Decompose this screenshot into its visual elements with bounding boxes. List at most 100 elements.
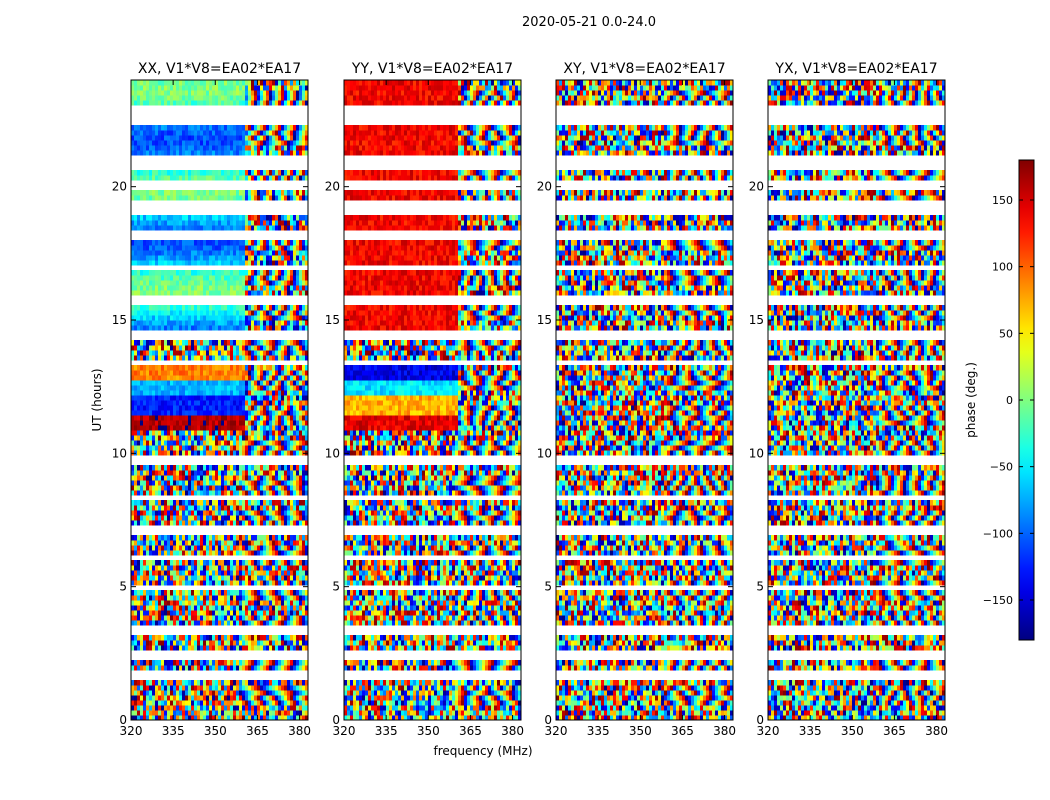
heatmap-cell (179, 425, 183, 431)
heatmap-cell (182, 710, 186, 716)
heatmap-cell (179, 535, 183, 541)
heatmap-cell (251, 445, 255, 451)
heatmap-cell (155, 405, 159, 411)
heatmap-cell (293, 375, 297, 381)
heatmap-cell (293, 350, 297, 356)
heatmap-cell (206, 575, 210, 581)
heatmap-cell (149, 685, 153, 691)
heatmap-cell (185, 150, 189, 156)
heatmap-cell (152, 175, 156, 181)
heatmap-cell (248, 345, 252, 351)
heatmap-cell (149, 355, 153, 361)
heatmap-cell (221, 290, 225, 296)
heatmap-cell (194, 610, 198, 616)
heatmap-cell (197, 385, 201, 391)
heatmap-cell (275, 510, 279, 516)
heatmap-cell (194, 600, 198, 606)
heatmap-cell (290, 420, 294, 426)
heatmap-cell (206, 475, 210, 481)
heatmap-cell (191, 215, 195, 221)
heatmap-cell (155, 365, 159, 371)
heatmap-cell (173, 355, 177, 361)
heatmap-cell (263, 600, 267, 606)
heatmap-cell (269, 285, 273, 291)
heatmap-cell (146, 540, 150, 546)
heatmap-cell (269, 665, 273, 671)
heatmap-cell (152, 440, 156, 446)
heatmap-cell (188, 635, 192, 641)
heatmap-cell (263, 420, 267, 426)
heatmap-cell (140, 480, 144, 486)
heatmap-cell (179, 345, 183, 351)
heatmap-cell (290, 605, 294, 611)
heatmap-cell (284, 550, 288, 556)
heatmap-cell (278, 425, 282, 431)
heatmap-cell (188, 390, 192, 396)
heatmap-cell (200, 270, 204, 276)
heatmap-cell (200, 365, 204, 371)
heatmap-cell (191, 475, 195, 481)
heatmap-cell (302, 390, 306, 396)
heatmap-cell (149, 260, 153, 266)
heatmap-cell (131, 355, 135, 361)
heatmap-cell (254, 415, 258, 421)
heatmap-cell (242, 645, 246, 651)
heatmap-cell (254, 345, 258, 351)
heatmap-cell (254, 705, 258, 711)
heatmap-cell (248, 485, 252, 491)
heatmap-cell (194, 535, 198, 541)
heatmap-cell (275, 435, 279, 441)
heatmap-cell (203, 475, 207, 481)
heatmap-cell (257, 215, 261, 221)
heatmap-cell (131, 545, 135, 551)
heatmap-cell (233, 475, 237, 481)
heatmap-cell (230, 285, 234, 291)
heatmap-cell (293, 385, 297, 391)
heatmap-cell (248, 715, 252, 721)
heatmap-cell (182, 290, 186, 296)
heatmap-cell (302, 565, 306, 571)
heatmap-cell (281, 490, 285, 496)
heatmap-cell (140, 175, 144, 181)
heatmap-cell (182, 340, 186, 346)
heatmap-cell (278, 690, 282, 696)
heatmap-cell (239, 310, 243, 316)
heatmap-cell (164, 620, 168, 626)
heatmap-cell (236, 570, 240, 576)
heatmap-cell (266, 305, 270, 311)
heatmap-cell (275, 355, 279, 361)
heatmap-cell (287, 545, 291, 551)
heatmap-cell (218, 315, 222, 321)
heatmap-cell (263, 695, 267, 701)
heatmap-cell (269, 390, 273, 396)
heatmap-cell (290, 390, 294, 396)
heatmap-cell (227, 540, 231, 546)
heatmap-cell (287, 415, 291, 421)
heatmap-cell (179, 415, 183, 421)
heatmap-cell (155, 320, 159, 326)
heatmap-cell (287, 280, 291, 286)
heatmap-cell (176, 690, 180, 696)
heatmap-cell (164, 250, 168, 256)
heatmap-cell (251, 220, 255, 226)
heatmap-cell (230, 445, 234, 451)
heatmap-cell (209, 385, 213, 391)
heatmap-cell (251, 705, 255, 711)
heatmap-cell (284, 540, 288, 546)
heatmap-cell (206, 320, 210, 326)
heatmap-cell (263, 370, 267, 376)
heatmap-cell (299, 600, 303, 606)
heatmap-cell (269, 410, 273, 416)
heatmap-cell (179, 440, 183, 446)
heatmap-cell (272, 500, 276, 506)
heatmap-cell (224, 345, 228, 351)
heatmap-cell (155, 385, 159, 391)
heatmap-cell (200, 505, 204, 511)
heatmap-cell (293, 250, 297, 256)
heatmap-cell (233, 520, 237, 526)
heatmap-cell (236, 515, 240, 521)
heatmap-cell (185, 270, 189, 276)
heatmap-cell (251, 450, 255, 456)
heatmap-cell (239, 290, 243, 296)
heatmap-cell (134, 255, 138, 261)
